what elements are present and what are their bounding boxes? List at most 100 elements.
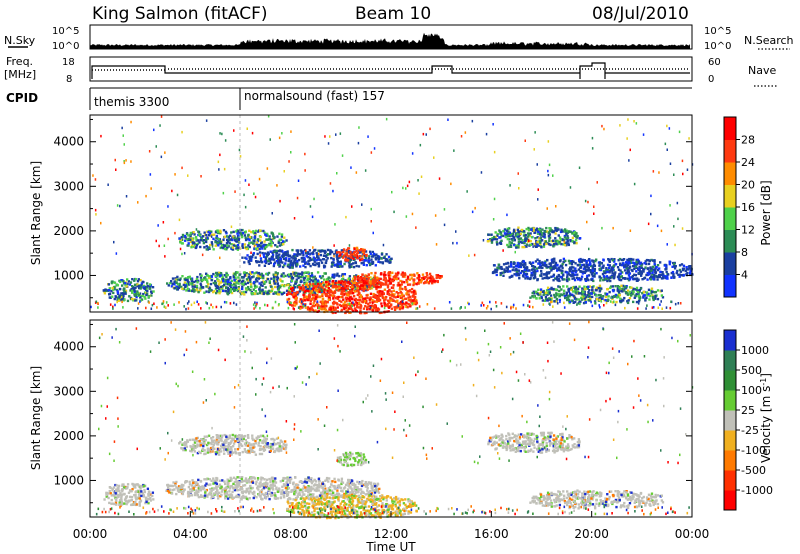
echo-cell <box>372 252 376 256</box>
echo-cell <box>568 270 572 273</box>
echo-cell <box>224 279 227 282</box>
echo-cell <box>293 286 297 289</box>
echo-cell <box>294 293 297 296</box>
echo-cell <box>563 243 567 247</box>
echo-cell <box>215 271 218 275</box>
echo-cell <box>570 286 573 290</box>
echo-cell <box>236 271 239 274</box>
echo-cell <box>541 231 544 235</box>
echo-cell <box>151 494 154 498</box>
echo-cell <box>565 232 568 236</box>
echo-cell <box>668 262 671 266</box>
echo-cell <box>331 282 335 285</box>
echo-cell <box>356 298 359 302</box>
echo-cell <box>599 279 602 282</box>
echo-cell <box>330 284 333 288</box>
echo-cell <box>270 238 273 242</box>
echo-cell <box>184 284 187 287</box>
echo-cell <box>571 293 574 296</box>
echo-cell <box>120 493 123 496</box>
power-colorbar-tick: 8 <box>741 246 748 259</box>
echo-cell <box>271 287 274 291</box>
echo-cell <box>630 261 633 264</box>
echo-cell <box>289 254 292 257</box>
echo-cell <box>184 239 187 242</box>
echo-cell <box>401 307 404 310</box>
echo-cell <box>181 252 183 256</box>
echo-cell <box>401 304 404 307</box>
echo-cell <box>410 287 414 291</box>
echo-cell <box>299 286 303 290</box>
echo-cell <box>254 278 258 281</box>
echo-cell <box>237 237 241 240</box>
echo-cell <box>382 278 385 281</box>
echo-cell <box>572 266 575 269</box>
echo-cell <box>308 249 312 252</box>
echo-cell <box>645 273 648 277</box>
echo-cell <box>377 260 380 263</box>
echo-cell <box>210 241 214 244</box>
echo-cell <box>636 258 640 262</box>
echo-cell <box>255 241 259 244</box>
echo-cell <box>672 272 675 276</box>
echo-cell <box>167 304 169 307</box>
echo-cell <box>673 276 676 279</box>
echo-cell <box>591 286 594 289</box>
echo-cell <box>219 153 221 157</box>
echo-cell <box>561 230 564 233</box>
echo-cell <box>558 285 561 289</box>
echo-cell <box>593 205 595 208</box>
echo-cell <box>304 275 308 278</box>
echo-cell <box>555 300 558 303</box>
echo-cell <box>128 283 132 286</box>
echo-cell <box>405 278 408 282</box>
echo-cell <box>261 288 264 291</box>
echo-cell <box>369 284 372 287</box>
echo-cell <box>561 238 564 241</box>
echo-cell <box>108 296 111 299</box>
echo-cell <box>312 246 314 249</box>
echo-cell <box>215 286 218 290</box>
echo-cell <box>309 275 312 278</box>
echo-cell <box>107 283 111 286</box>
echo-cell <box>379 286 382 289</box>
echo-cell <box>186 280 189 283</box>
echo-cell <box>130 490 133 493</box>
echo-cell <box>112 291 115 295</box>
echo-cell <box>602 258 605 261</box>
echo-cell <box>293 253 296 256</box>
echo-cell <box>110 280 114 283</box>
echo-cell <box>200 307 202 310</box>
echo-cell <box>233 129 235 132</box>
echo-cell <box>506 267 510 271</box>
echo-cell <box>417 277 420 280</box>
echo-cell <box>556 263 559 267</box>
echo-cell <box>602 266 605 269</box>
echo-cell <box>348 299 352 302</box>
echo-cell <box>529 277 532 280</box>
echo-cell <box>328 291 331 294</box>
echo-cell <box>547 276 551 279</box>
echo-cell <box>399 295 402 298</box>
echo-cell <box>220 244 224 247</box>
echo-cell <box>626 289 630 292</box>
echo-cell <box>403 275 406 278</box>
echo-cell <box>548 229 552 233</box>
echo-cell <box>485 132 488 136</box>
echo-cell <box>127 280 131 283</box>
echo-cell <box>235 237 239 240</box>
echo-cell <box>123 298 126 302</box>
echo-cell <box>606 276 609 279</box>
echo-cell <box>624 306 626 310</box>
echo-cell <box>602 275 606 278</box>
echo-cell <box>608 269 611 272</box>
echo-cell <box>295 249 298 252</box>
echo-cell <box>655 265 658 269</box>
echo-cell <box>621 288 625 291</box>
echo-cell <box>224 139 227 142</box>
echo-cell <box>203 291 206 294</box>
echo-cell <box>363 259 366 262</box>
echo-cell <box>587 274 591 277</box>
echo-cell <box>377 277 380 281</box>
echo-cell <box>648 272 651 276</box>
